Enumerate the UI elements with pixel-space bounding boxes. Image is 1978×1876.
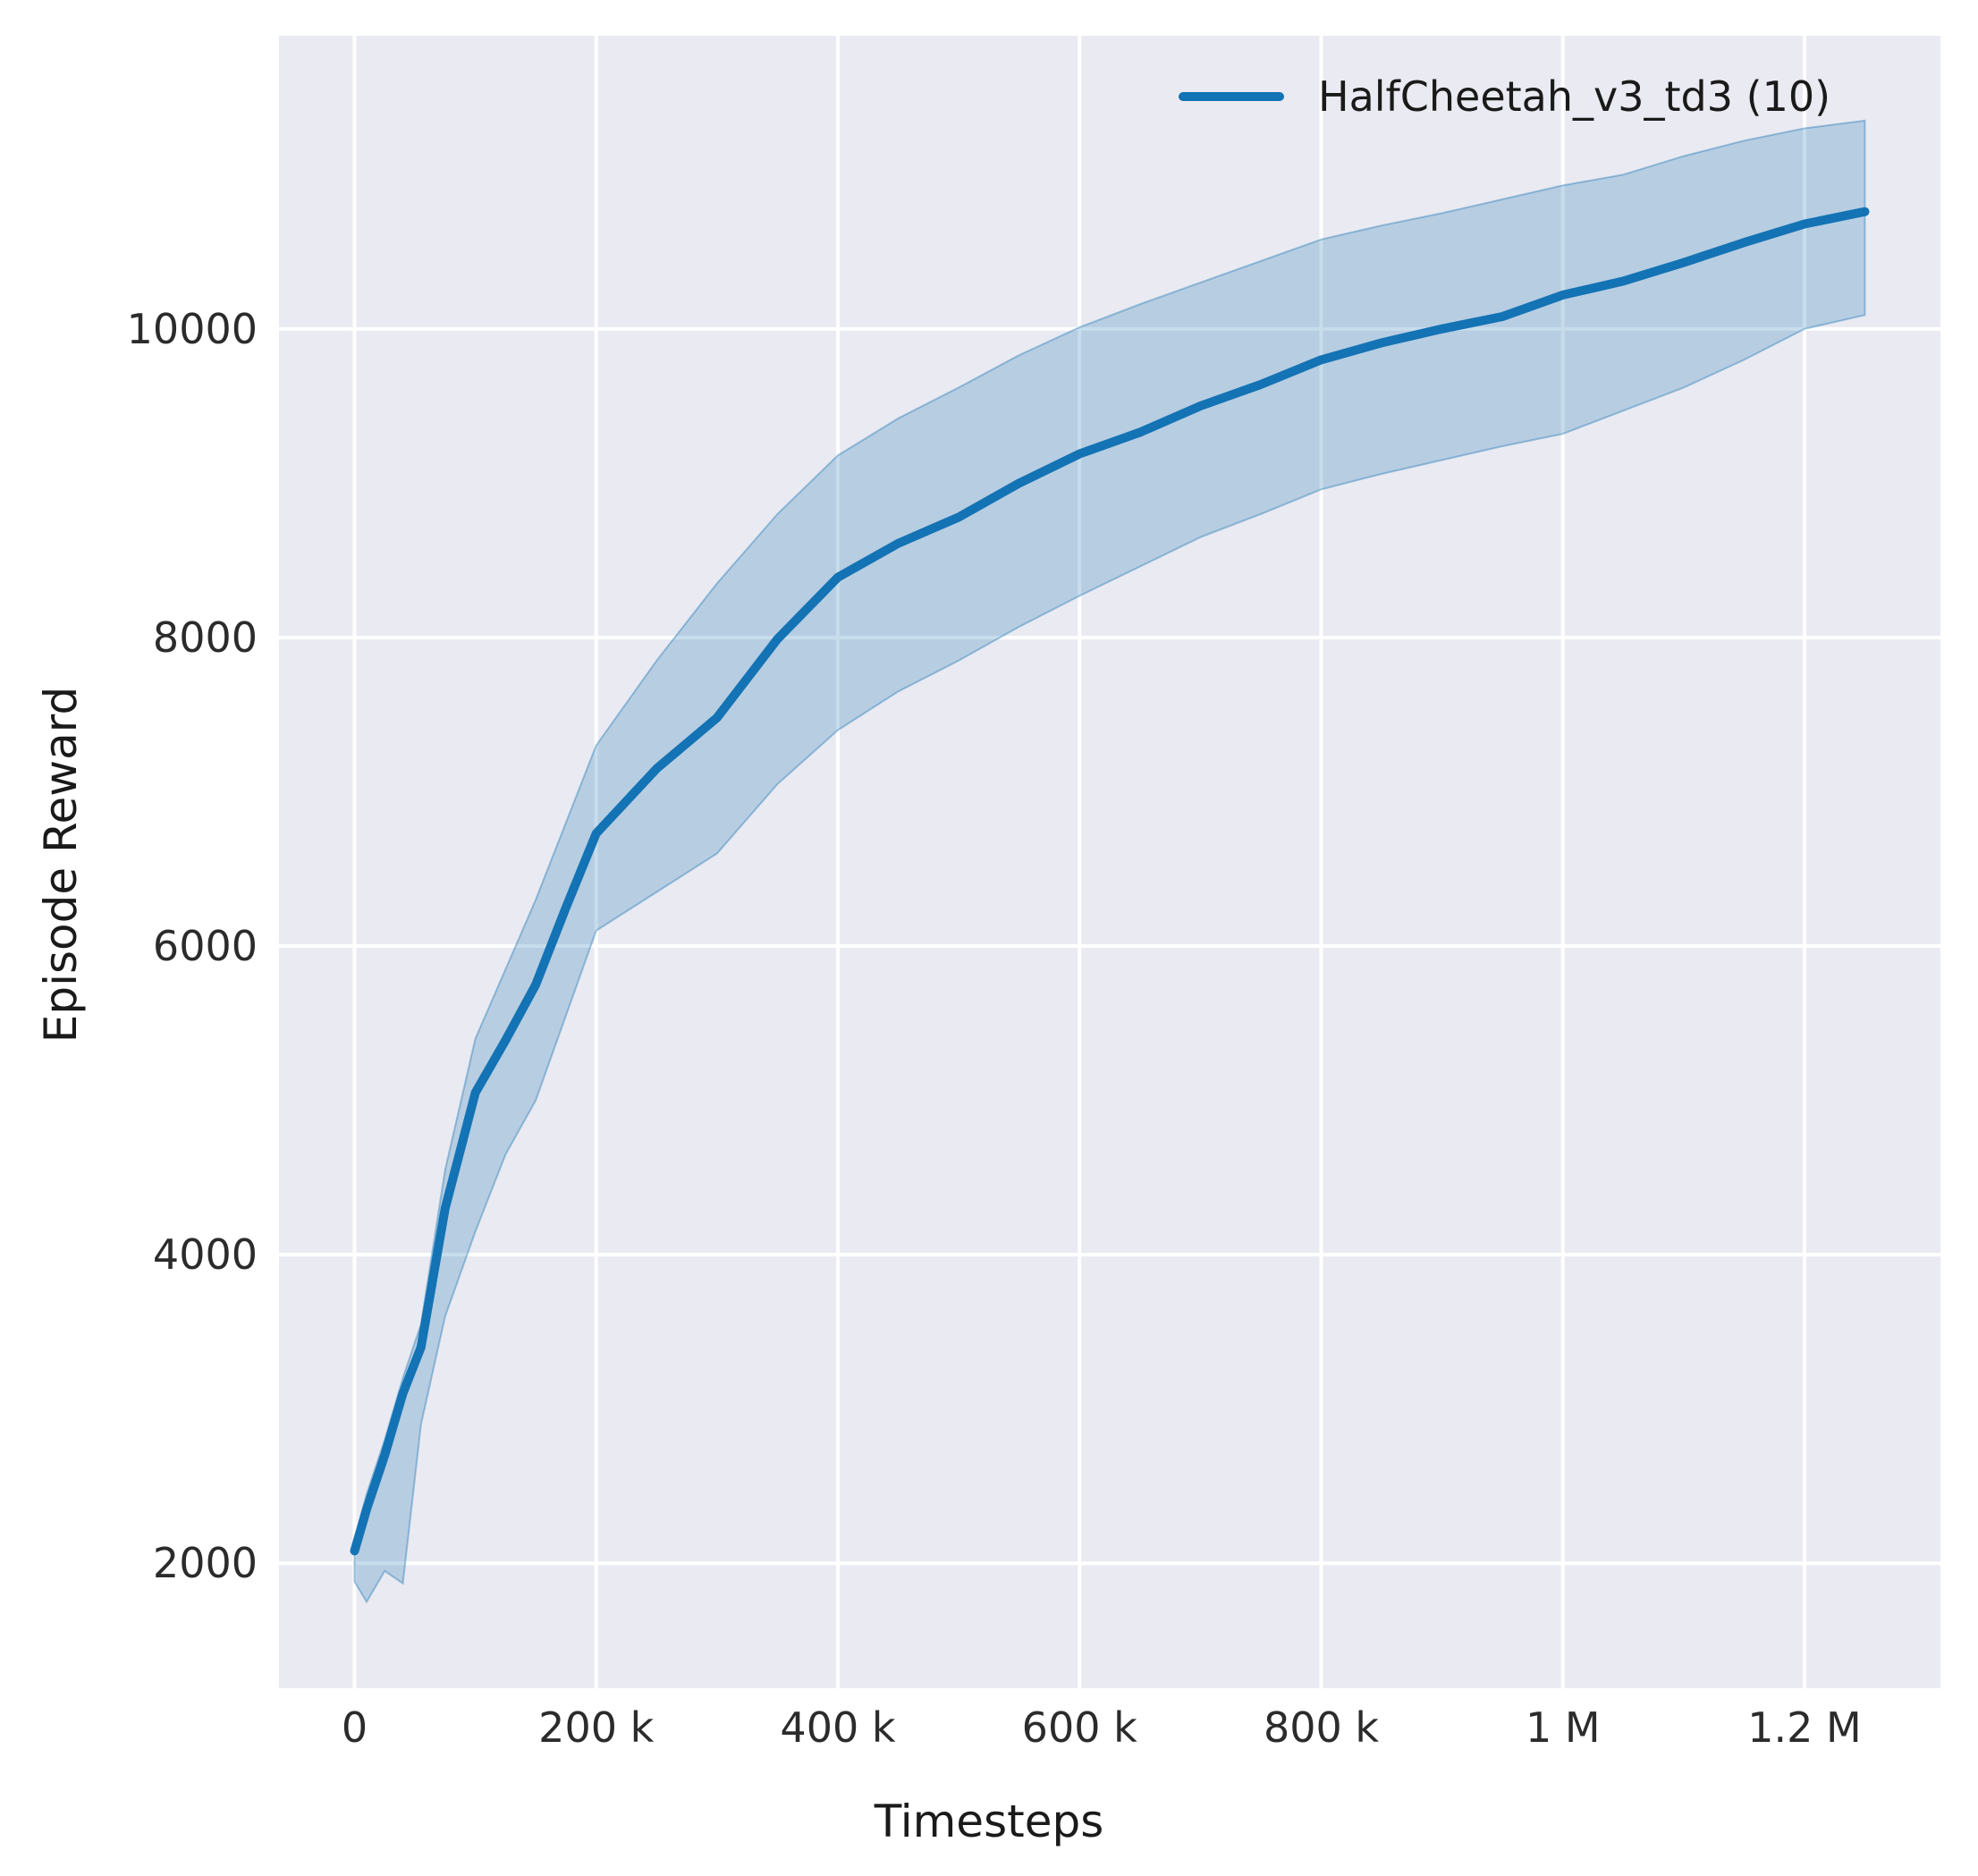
y-tick-label: 4000 (153, 1230, 258, 1279)
x-tick-label: 600 k (1022, 1703, 1137, 1752)
legend-label: HalfCheetah_v3_td3 (10) (1318, 72, 1831, 121)
x-tick-label: 1.2 M (1747, 1703, 1861, 1752)
x-tick-label: 200 k (538, 1703, 654, 1752)
plot-area (279, 36, 1940, 1688)
y-tick-label: 6000 (153, 922, 258, 970)
confidence-band (353, 119, 1866, 1604)
x-tick-label: 800 k (1264, 1703, 1379, 1752)
y-tick-label: 2000 (153, 1539, 258, 1587)
legend: HalfCheetah_v3_td3 (10) (1179, 67, 1830, 126)
y-tick-label: 8000 (153, 613, 258, 662)
x-tick-label: 1 M (1526, 1703, 1601, 1752)
x-tick-label: 400 k (780, 1703, 895, 1752)
y-tick-label: 10000 (127, 305, 258, 353)
y-axis-label: Episode Reward (35, 686, 87, 1044)
x-axis-label: Timesteps (874, 1796, 1104, 1847)
legend-line-swatch (1179, 92, 1284, 101)
x-tick-label: 0 (342, 1703, 368, 1752)
mean-reward-line (350, 207, 1870, 1556)
